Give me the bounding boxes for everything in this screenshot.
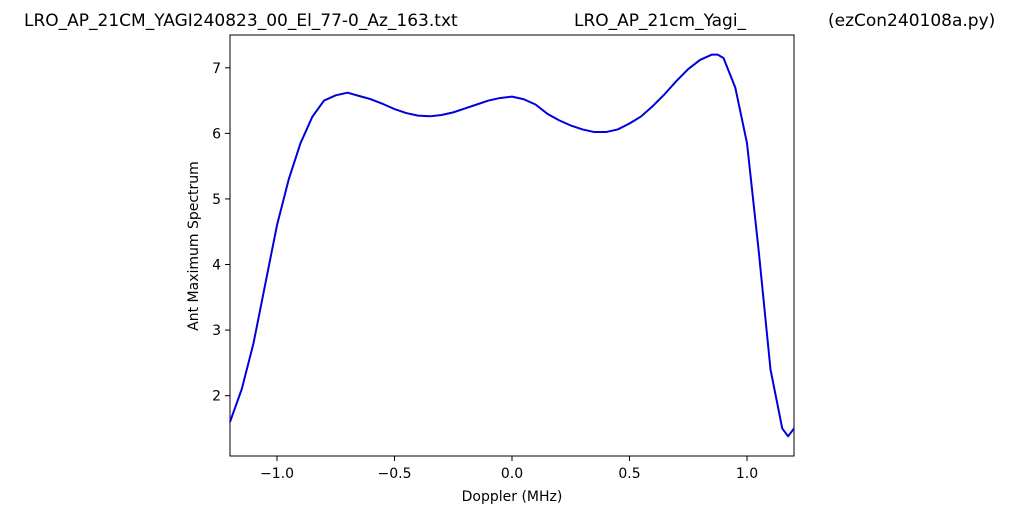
x-tick-label: 0.0 (501, 466, 523, 482)
y-tick-label: 5 (212, 192, 221, 208)
x-tick-label: −0.5 (378, 466, 412, 482)
y-tick-label: 2 (212, 389, 221, 405)
y-tick-label: 3 (212, 323, 221, 339)
y-tick-label: 4 (212, 258, 221, 274)
x-axis-label: Doppler (MHz) (462, 489, 563, 505)
y-axis-label: Ant Maximum Spectrum (186, 161, 202, 331)
y-tick-label: 7 (212, 61, 221, 77)
title-right: (ezCon240108a.py) (828, 11, 995, 31)
y-tick-label: 6 (212, 126, 221, 142)
x-tick-label: −1.0 (260, 466, 294, 482)
title-center: LRO_AP_21cm_Yagi_ (574, 11, 747, 31)
x-tick-label: 1.0 (736, 466, 758, 482)
line-series (229, 53, 795, 438)
x-tick-label: 0.5 (618, 466, 640, 482)
title-left: LRO_AP_21CM_YAGI240823_00_El_77-0_Az_163… (24, 11, 458, 31)
